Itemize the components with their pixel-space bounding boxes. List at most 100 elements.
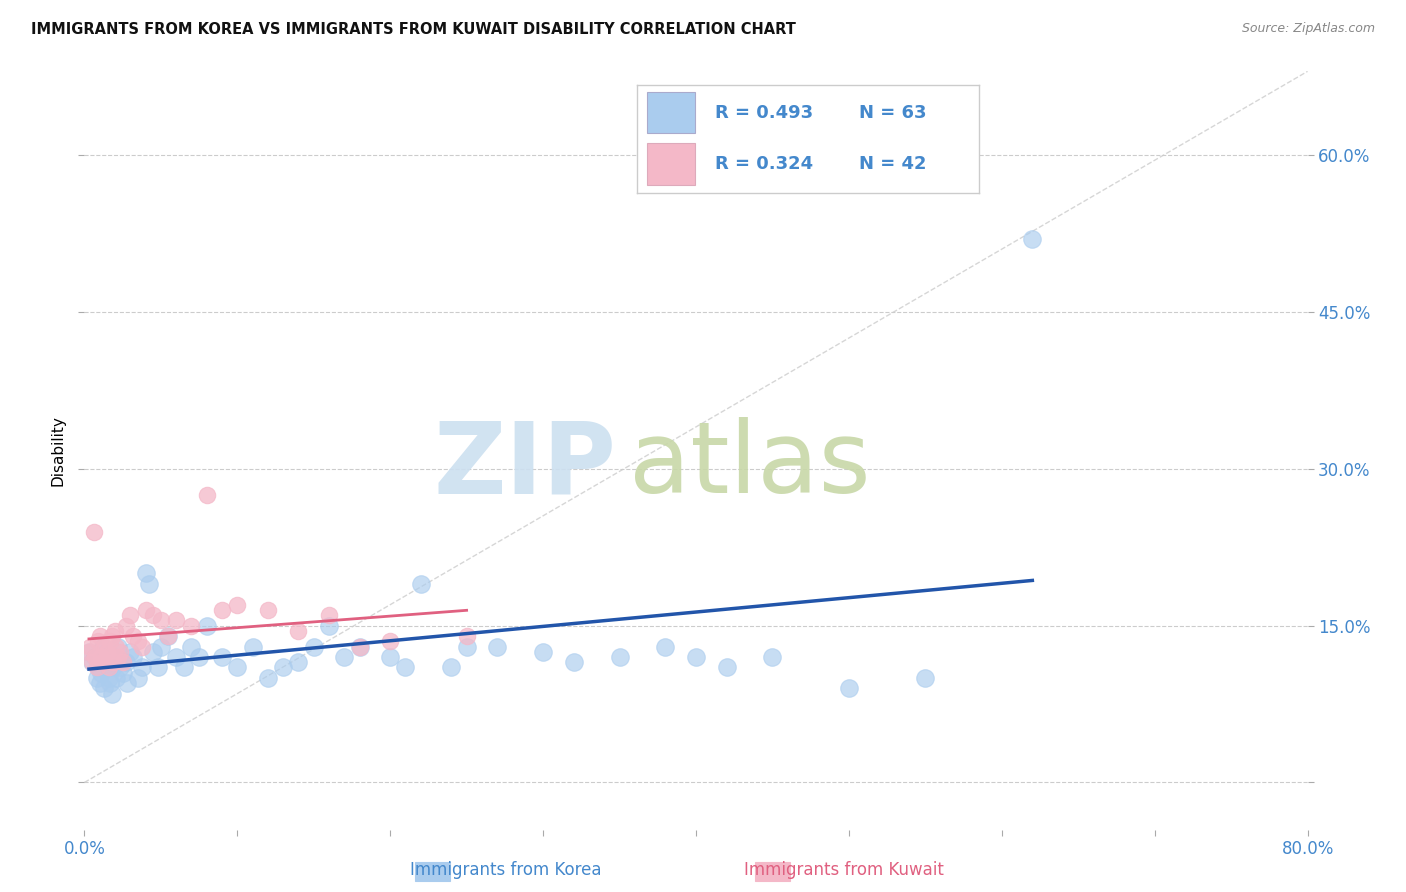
Point bbox=[131, 640, 153, 654]
Point bbox=[302, 640, 325, 654]
Text: N = 63: N = 63 bbox=[859, 103, 927, 122]
Point bbox=[79, 640, 101, 654]
Point bbox=[101, 687, 124, 701]
Point bbox=[349, 640, 371, 654]
Point bbox=[120, 645, 142, 659]
Point bbox=[226, 660, 249, 674]
Point bbox=[138, 576, 160, 591]
Point bbox=[86, 660, 108, 674]
Point bbox=[914, 671, 936, 685]
Point bbox=[131, 660, 153, 674]
Point bbox=[87, 660, 110, 674]
Point bbox=[531, 645, 554, 659]
Point bbox=[108, 660, 131, 674]
Point bbox=[318, 618, 340, 632]
Text: R = 0.324: R = 0.324 bbox=[716, 155, 814, 173]
Point bbox=[142, 645, 165, 659]
Point bbox=[104, 650, 127, 665]
Point bbox=[111, 655, 134, 669]
Point bbox=[94, 655, 117, 669]
Point bbox=[101, 629, 124, 643]
Point bbox=[195, 618, 218, 632]
Point bbox=[654, 640, 676, 654]
Point bbox=[211, 650, 233, 665]
Point bbox=[114, 618, 136, 632]
Point bbox=[89, 629, 111, 643]
Point bbox=[562, 655, 585, 669]
Text: Source: ZipAtlas.com: Source: ZipAtlas.com bbox=[1241, 22, 1375, 36]
Point bbox=[115, 676, 138, 690]
Point bbox=[87, 634, 110, 648]
Point bbox=[89, 676, 111, 690]
Point bbox=[107, 650, 129, 665]
Point bbox=[157, 629, 180, 643]
Point bbox=[84, 650, 107, 665]
Point bbox=[80, 655, 103, 669]
Point bbox=[149, 640, 172, 654]
Text: atlas: atlas bbox=[628, 417, 870, 514]
Point bbox=[685, 650, 707, 665]
Point bbox=[90, 650, 112, 665]
Point bbox=[456, 629, 478, 643]
Point bbox=[142, 608, 165, 623]
Point bbox=[409, 576, 432, 591]
Point bbox=[122, 629, 145, 643]
Point bbox=[103, 660, 125, 674]
Text: Immigrants from Korea: Immigrants from Korea bbox=[411, 861, 602, 879]
Point bbox=[91, 640, 114, 654]
Point bbox=[120, 608, 142, 623]
Point bbox=[180, 640, 202, 654]
Point bbox=[96, 645, 118, 659]
Bar bbox=[647, 144, 695, 185]
Point bbox=[380, 650, 402, 665]
Point bbox=[257, 603, 280, 617]
Point bbox=[195, 488, 218, 502]
Point bbox=[93, 640, 115, 654]
Y-axis label: Disability: Disability bbox=[51, 415, 66, 486]
Point bbox=[609, 650, 631, 665]
Point bbox=[486, 640, 509, 654]
Point bbox=[173, 660, 195, 674]
Point bbox=[127, 671, 149, 685]
Point bbox=[97, 660, 120, 674]
Point bbox=[165, 650, 187, 665]
Point bbox=[287, 655, 309, 669]
Point bbox=[105, 671, 128, 685]
Point bbox=[105, 640, 128, 654]
Point bbox=[226, 598, 249, 612]
Text: R = 0.493: R = 0.493 bbox=[716, 103, 814, 122]
Point bbox=[146, 660, 169, 674]
Point bbox=[165, 614, 187, 628]
Point bbox=[80, 655, 103, 669]
Point bbox=[271, 660, 294, 674]
Point bbox=[211, 603, 233, 617]
Point bbox=[287, 624, 309, 638]
Point bbox=[98, 634, 121, 648]
Point bbox=[93, 681, 115, 696]
Point bbox=[242, 640, 264, 654]
Point bbox=[83, 524, 105, 539]
Text: ZIP: ZIP bbox=[433, 417, 616, 514]
Point bbox=[104, 624, 127, 638]
Point bbox=[440, 660, 463, 674]
Point bbox=[135, 566, 157, 581]
Text: N = 42: N = 42 bbox=[859, 155, 927, 173]
Point bbox=[149, 614, 172, 628]
Point bbox=[716, 660, 738, 674]
Point bbox=[98, 676, 121, 690]
Point bbox=[111, 665, 134, 680]
Text: Immigrants from Kuwait: Immigrants from Kuwait bbox=[744, 861, 943, 879]
Text: IMMIGRANTS FROM KOREA VS IMMIGRANTS FROM KUWAIT DISABILITY CORRELATION CHART: IMMIGRANTS FROM KOREA VS IMMIGRANTS FROM… bbox=[31, 22, 796, 37]
Point bbox=[380, 634, 402, 648]
Point bbox=[107, 640, 129, 654]
Point bbox=[108, 645, 131, 659]
Point bbox=[456, 640, 478, 654]
Point bbox=[157, 629, 180, 643]
Point bbox=[90, 665, 112, 680]
Point bbox=[77, 645, 100, 659]
Point bbox=[97, 671, 120, 685]
Point bbox=[103, 655, 125, 669]
Bar bbox=[647, 92, 695, 134]
Point bbox=[1021, 232, 1043, 246]
Point bbox=[180, 618, 202, 632]
